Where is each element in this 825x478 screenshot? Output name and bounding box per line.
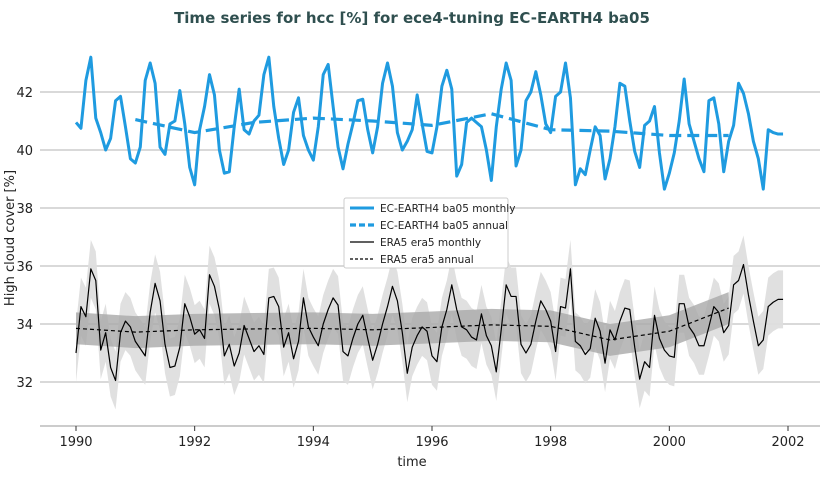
bands <box>76 235 784 410</box>
x-tick-label: 1992 <box>178 435 211 450</box>
x-tick-label: 2002 <box>771 435 804 450</box>
y-tick-label: 34 <box>16 318 33 333</box>
legend-box <box>343 197 509 269</box>
x-axis-label: time <box>397 455 426 470</box>
x-tick-label: 2000 <box>653 435 686 450</box>
y-tick-label: 40 <box>16 144 33 159</box>
chart-title: Time series for hcc [%] for ece4-tuning … <box>174 9 650 27</box>
series-line-era5-era5-annual <box>75 307 729 341</box>
series-lines <box>74 55 784 382</box>
legend-label: EC-EARTH4 ba05 annual <box>380 220 508 232</box>
tick-labels: 32 34 36 38 40 42 1990 1992 1994 1996 1998 2000 2002 <box>16 86 804 450</box>
y-tick-label: 32 <box>16 376 33 391</box>
legend-label: EC-EARTH4 ba05 monthly <box>380 203 515 215</box>
legend-label: ERA5 era5 monthly <box>380 237 481 249</box>
x-tick-label: 1996 <box>415 435 448 450</box>
x-tick-label: 1990 <box>59 435 92 450</box>
series-line-ec-earth4-ba05-annual <box>134 112 729 138</box>
y-tick-label: 38 <box>16 202 33 217</box>
y-tick-label: 36 <box>16 260 33 275</box>
uncertainty-band <box>76 292 729 356</box>
x-tick-label: 1994 <box>297 435 330 450</box>
y-tick-label: 42 <box>16 86 33 101</box>
legend: EC-EARTH4 ba05 monthly EC-EARTH4 ba05 ann… <box>343 197 515 269</box>
x-tick-label: 1998 <box>534 435 567 450</box>
y-axis-label: High cloud cover [%] <box>3 170 18 306</box>
series-line-ec-earth4-ba05-monthly <box>74 55 784 191</box>
series-line-era5-era5-monthly <box>75 263 784 382</box>
legend-label: ERA5 era5 annual <box>380 254 474 266</box>
